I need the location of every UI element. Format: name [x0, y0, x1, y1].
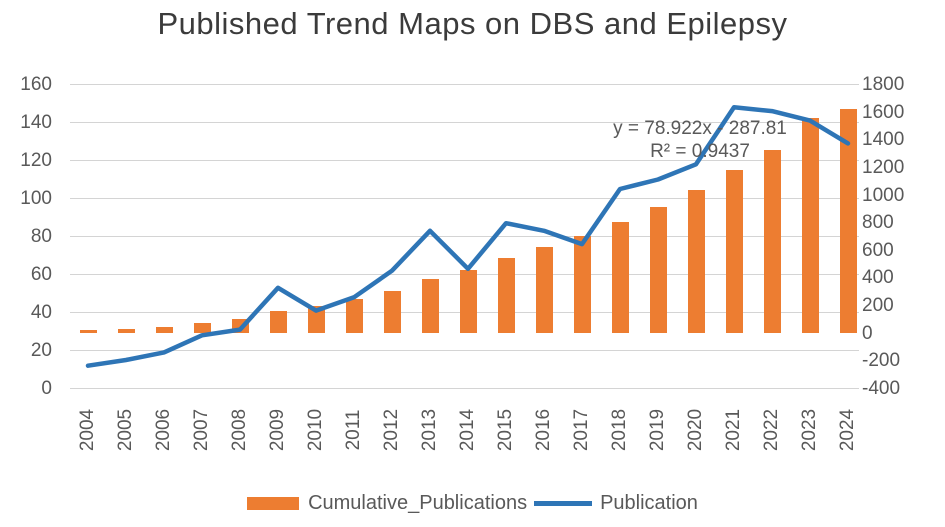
bar-2017 [573, 236, 591, 334]
chart-title: Published Trend Maps on DBS and Epilepsy [157, 6, 788, 41]
x-axis-label-2010: 2010 [305, 408, 326, 452]
left-axis-tick-label: 140 [20, 112, 52, 133]
publication-line-swatch-icon [534, 501, 593, 506]
left-axis-tick-label: 40 [30, 302, 52, 323]
right-axis-tick-label: 0 [862, 322, 873, 344]
bar-2009 [269, 311, 287, 334]
right-axis-tick-label: 1000 [862, 184, 905, 206]
x-axis-label-2014: 2014 [457, 408, 478, 452]
right-axis-tick-label: 400 [862, 267, 894, 289]
bar-2022 [763, 150, 781, 334]
left-axis-tick-label: 120 [20, 150, 52, 171]
x-axis-label-2021: 2021 [723, 408, 744, 452]
bar-2015 [497, 258, 515, 334]
x-axis-label-2006: 2006 [153, 408, 174, 452]
bar-2019 [649, 206, 667, 334]
bar-2014 [459, 270, 477, 334]
bar-2004 [79, 330, 97, 334]
left-axis-tick-label: 60 [30, 264, 52, 285]
left-axis-tick-label: 80 [30, 226, 52, 247]
x-axis-label-2019: 2019 [647, 408, 668, 452]
x-axis-label-2004: 2004 [77, 408, 98, 452]
x-axis-label-2007: 2007 [191, 408, 212, 452]
right-axis-tick-label: 1800 [862, 74, 905, 95]
bar-2018 [611, 221, 629, 334]
bar-2008 [231, 318, 249, 334]
x-axis-label-2005: 2005 [115, 408, 136, 452]
gridline [70, 387, 859, 390]
x-axis-label-2009: 2009 [267, 408, 288, 452]
x-axis-label-2013: 2013 [419, 408, 440, 452]
right-axis-tick-label: -200 [862, 350, 901, 372]
bar-2011 [345, 299, 363, 334]
bar-2013 [421, 279, 439, 334]
left-axis-tick-label: 0 [41, 378, 52, 399]
right-axis-tick-label: 1400 [862, 129, 905, 151]
bar-2016 [535, 246, 553, 334]
x-axis-label-2008: 2008 [229, 408, 250, 452]
x-axis-label-2016: 2016 [533, 408, 554, 452]
gridline [70, 349, 859, 352]
legend-label-cumulative: Cumulative_Publications [308, 492, 528, 514]
x-axis-label-2011: 2011 [343, 409, 364, 451]
x-axis-label-2022: 2022 [761, 408, 782, 452]
x-axis-label-2012: 2012 [381, 408, 402, 452]
left-axis-tick-label: 20 [30, 340, 52, 361]
bar-2012 [383, 290, 401, 334]
r-squared-label: R² = 0.9437 [650, 141, 750, 162]
trendline-annotation: y = 78.922x - 287.81 R² = 0.9437 [560, 117, 840, 163]
bar-2021 [725, 169, 743, 334]
gridline [70, 83, 859, 86]
bar-2006 [155, 326, 173, 334]
x-axis-label-2015: 2015 [495, 408, 516, 452]
x-axis-label-2017: 2017 [571, 408, 592, 452]
left-axis-tick-label: 100 [20, 188, 52, 209]
left-axis-tick-label: 160 [20, 74, 52, 95]
x-axis-label-2023: 2023 [799, 408, 820, 452]
legend-label-publication: Publication [600, 492, 698, 514]
legend: Cumulative_Publications Publication [0, 492, 945, 515]
bar-2005 [117, 329, 135, 334]
right-axis-tick-label: 800 [862, 212, 894, 234]
x-axis-label-2020: 2020 [685, 408, 706, 452]
bar-2020 [687, 190, 705, 334]
x-axis-label-2024: 2024 [837, 408, 858, 452]
bar-2007 [193, 323, 211, 334]
trendline-equation: y = 78.922x - 287.81 [613, 118, 787, 139]
right-axis-tick-label: 200 [862, 295, 894, 317]
right-axis-tick-label: 1200 [862, 156, 905, 178]
x-axis-label-2018: 2018 [609, 408, 630, 452]
right-axis-tick-label: 1600 [862, 101, 905, 123]
cumulative-bar-swatch-icon [247, 497, 300, 510]
bar-2024 [839, 109, 857, 334]
right-axis-tick-label: -400 [862, 378, 901, 399]
right-axis-tick-label: 600 [862, 239, 894, 261]
bar-2010 [307, 305, 325, 334]
